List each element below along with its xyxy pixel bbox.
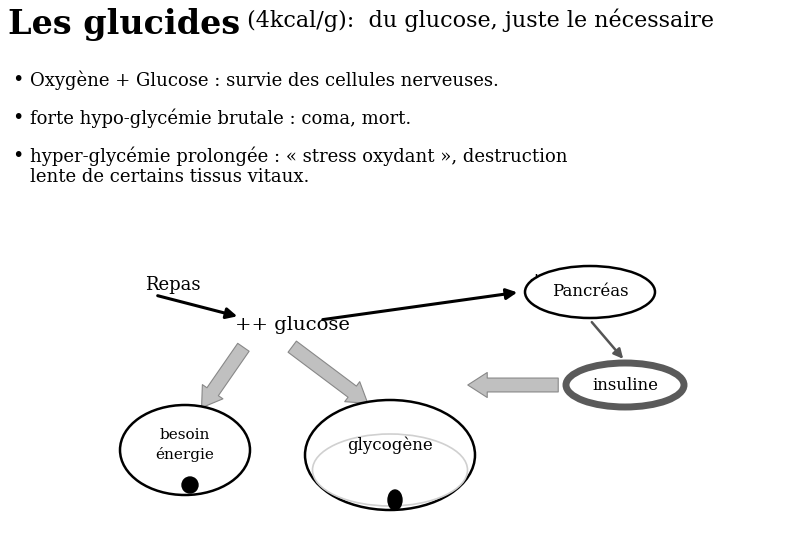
Ellipse shape bbox=[525, 266, 655, 318]
Ellipse shape bbox=[305, 400, 475, 510]
Text: hyper-glycémie prolongée : « stress oxydant », destruction
lente de certains tis: hyper-glycémie prolongée : « stress oxyd… bbox=[30, 146, 568, 186]
Circle shape bbox=[182, 477, 198, 493]
Text: Les glucides: Les glucides bbox=[8, 8, 240, 41]
Text: +: + bbox=[528, 271, 544, 289]
Text: insuline: insuline bbox=[592, 376, 658, 394]
Text: forte hypo-glycémie brutale : coma, mort.: forte hypo-glycémie brutale : coma, mort… bbox=[30, 108, 411, 127]
Text: •: • bbox=[12, 146, 23, 165]
Text: Pancréas: Pancréas bbox=[552, 284, 629, 300]
Text: •: • bbox=[12, 70, 23, 89]
Ellipse shape bbox=[313, 434, 467, 506]
Ellipse shape bbox=[120, 405, 250, 495]
Text: (4kcal/g):  du glucose, juste le nécessaire: (4kcal/g): du glucose, juste le nécessai… bbox=[240, 8, 714, 31]
Text: Oxygène + Glucose : survie des cellules nerveuses.: Oxygène + Glucose : survie des cellules … bbox=[30, 70, 499, 90]
Text: Repas: Repas bbox=[145, 276, 201, 294]
Text: •: • bbox=[12, 108, 23, 127]
Text: besoin
énergie: besoin énergie bbox=[156, 428, 215, 462]
Text: ++ glucose: ++ glucose bbox=[235, 316, 350, 334]
Ellipse shape bbox=[388, 490, 402, 510]
Text: glycogène: glycogène bbox=[347, 436, 433, 454]
Ellipse shape bbox=[566, 363, 684, 407]
